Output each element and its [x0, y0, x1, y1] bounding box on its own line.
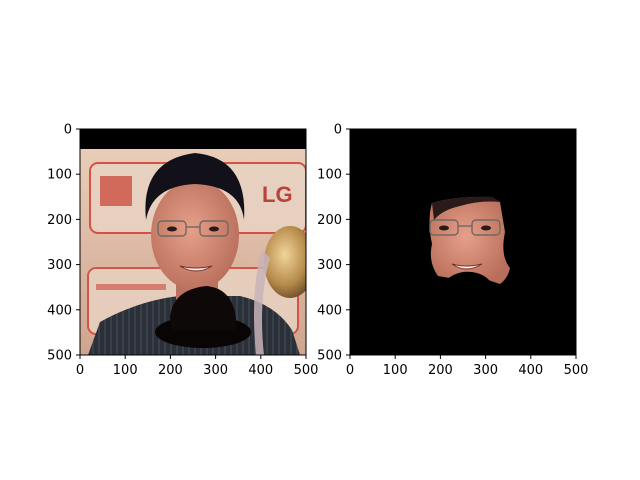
left-x-tick-label: 100 — [113, 363, 138, 378]
segmented-right-eye — [481, 225, 491, 231]
segmented-hair — [432, 196, 500, 220]
right-y-tick-label: 400 — [317, 303, 342, 318]
segmented-hat-cutout — [444, 271, 492, 284]
left-x-tick-label: 400 — [248, 363, 273, 378]
banner-lg-text: LG — [262, 182, 293, 207]
right-x-tick-label: 0 — [346, 363, 354, 378]
axis-ticks: 0 100 200 300 400 500 0 100 200 300 400 500 0 100 200 3… — [47, 123, 588, 379]
left-y-tick-label: 300 — [47, 258, 72, 273]
face — [151, 180, 239, 290]
left-eye — [167, 226, 177, 232]
segmented-mouth — [451, 263, 483, 270]
right-y-tick-label: 0 — [334, 123, 342, 138]
left-x-tick-label: 500 — [294, 363, 319, 378]
left-y-tick-label: 400 — [47, 303, 72, 318]
left-axes-frame — [79, 128, 307, 356]
right-eye — [209, 226, 219, 232]
left-x-tick-label: 300 — [203, 363, 228, 378]
right-x-tick-label: 300 — [473, 363, 498, 378]
banner-bottom-text-mark — [96, 284, 166, 290]
left-y-tick-label: 500 — [47, 349, 72, 364]
segmented-glasses — [429, 219, 501, 236]
glasses — [157, 220, 229, 237]
segmented-left-eye — [439, 225, 449, 231]
right-y-tick-label: 200 — [317, 213, 342, 228]
left-y-tick-label: 100 — [47, 168, 72, 183]
right-x-tick-label: 100 — [383, 363, 408, 378]
right-y-tick-label: 500 — [317, 349, 342, 364]
left-x-tick-label: 200 — [158, 363, 183, 378]
trophy-handle — [254, 250, 270, 355]
segmented-face — [429, 196, 510, 284]
banner-logo-mark — [100, 176, 132, 206]
left-y-tick-label: 200 — [47, 213, 72, 228]
right-x-tick-label: 200 — [428, 363, 453, 378]
hat-crown — [170, 286, 236, 330]
right-axes-frame — [349, 128, 577, 356]
left-y-tick-label: 0 — [64, 123, 72, 138]
right-x-tick-label: 500 — [564, 363, 589, 378]
right-x-tick-label: 400 — [518, 363, 543, 378]
trophy — [264, 226, 306, 298]
hair — [145, 153, 245, 220]
left-x-tick-label: 0 — [76, 363, 84, 378]
right-y-tick-label: 300 — [317, 258, 342, 273]
right-y-tick-label: 100 — [317, 168, 342, 183]
mouth — [179, 265, 213, 272]
left-image: LG — [80, 129, 306, 355]
right-image — [350, 129, 576, 355]
